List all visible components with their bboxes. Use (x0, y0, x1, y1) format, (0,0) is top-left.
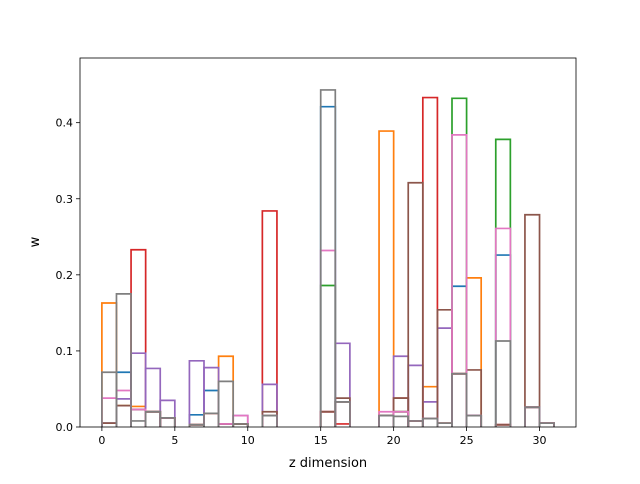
histogram-bin (524, 213, 541, 427)
y-tick-label: 0.0 (56, 421, 74, 434)
x-tick-label: 0 (98, 434, 105, 447)
axis-ticks: 0 5 10 15 20 25 30 0.0 0.1 0.2 0.3 0.4 (56, 117, 547, 447)
histogram-bin (465, 414, 483, 427)
x-tick-label: 20 (387, 434, 401, 447)
y-axis-label: w (28, 236, 43, 247)
histogram-bin (494, 227, 512, 427)
histogram-bin (451, 133, 468, 427)
histogram-bin (232, 423, 249, 427)
x-tick-label: 15 (314, 434, 328, 447)
y-tick-label: 0.3 (56, 193, 74, 206)
histogram-bin (261, 414, 278, 427)
x-tick-label: 30 (533, 434, 547, 447)
histogram-bin (319, 89, 337, 427)
histogram-bin (494, 340, 512, 427)
histogram-bin (217, 380, 235, 427)
histogram-bin (144, 367, 162, 427)
x-tick-label: 10 (241, 434, 255, 447)
histogram-bin (115, 293, 132, 427)
x-tick-label: 25 (460, 434, 474, 447)
histogram-bin (378, 130, 395, 427)
histogram-bin (261, 210, 278, 427)
histogram-bin (159, 417, 176, 427)
histogram-bin (334, 401, 351, 427)
x-axis-label: z dimension (289, 456, 367, 471)
histogram-bin (538, 422, 555, 427)
plot-area (101, 89, 555, 427)
x-tick-label: 5 (171, 434, 178, 447)
histogram-bin (451, 372, 468, 427)
y-tick-label: 0.1 (56, 345, 74, 358)
histogram-bin (524, 406, 541, 427)
y-tick-label: 0.4 (56, 117, 74, 130)
histogram-bin (261, 383, 278, 427)
histogram-bin (407, 181, 424, 427)
axes-frame (79, 57, 577, 428)
y-tick-label: 0.2 (56, 269, 74, 282)
histogram-series-8 (101, 89, 555, 427)
